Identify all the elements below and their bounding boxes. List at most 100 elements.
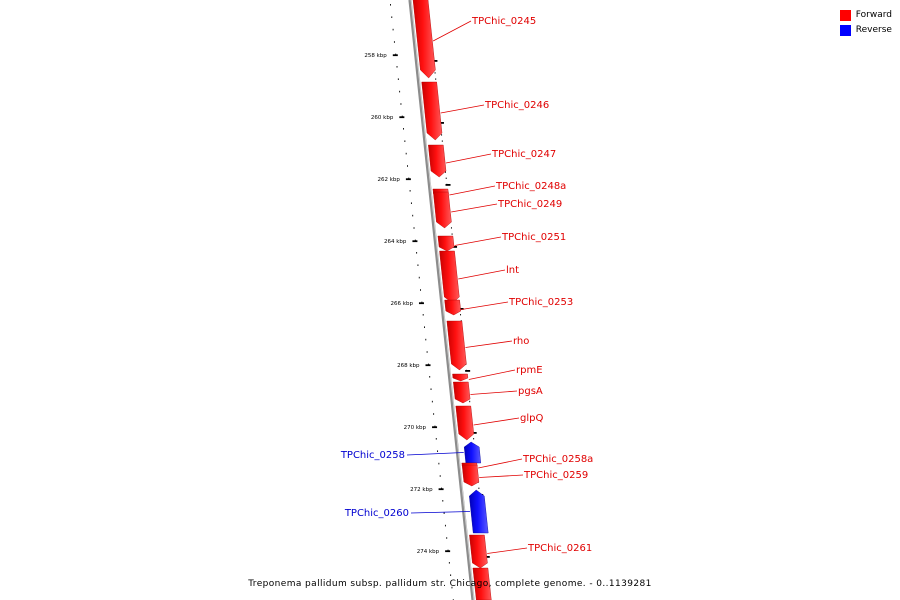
gene-arrow-TPChic_0259[interactable]: [461, 464, 480, 487]
gene-arrow-rpmE[interactable]: [452, 373, 469, 382]
gene-label-glpQ[interactable]: glpQ: [520, 413, 543, 424]
major-tick: [425, 364, 431, 367]
forward-swatch: [839, 10, 851, 21]
gene-arrow-TPChic_0245[interactable]: [412, 0, 436, 79]
minor-tick-right: [435, 78, 437, 80]
major-tick: [399, 116, 405, 119]
minor-tick: [450, 574, 452, 576]
minor-tick: [410, 202, 412, 204]
major-tick-right: [484, 556, 490, 558]
minor-tick-right: [445, 171, 446, 173]
label-leader: [465, 340, 513, 348]
gene-arrow-glpQ[interactable]: [455, 405, 475, 441]
genome-backbone: [408, 0, 475, 600]
gene-layer: TPChic_0245 TPChic_0246 TPChic_0247 TPChic_…: [340, 0, 593, 600]
minor-tick-right: [473, 438, 475, 440]
gene-arrow-TPChic_0251[interactable]: [437, 235, 455, 252]
tick-label: 264 kbp: [384, 239, 407, 245]
minor-tick: [390, 4, 391, 6]
gene-label-TPChic_0261[interactable]: TPChic_0261: [527, 543, 592, 554]
minor-tick-right: [441, 140, 443, 142]
gene-arrow-TPChic_0260[interactable]: [469, 489, 489, 534]
legend-reverse-label: Reverse: [855, 25, 892, 35]
minor-tick: [444, 524, 446, 527]
gene-arrow-rho[interactable]: [446, 320, 467, 371]
major-tick: [392, 54, 398, 57]
gene-label-TPChic_0245[interactable]: TPChic_0245: [471, 16, 536, 27]
minor-tick: [433, 413, 435, 415]
major-tick: [412, 240, 418, 243]
gene-label-TPChic_0251[interactable]: TPChic_0251: [501, 232, 566, 243]
minor-tick: [412, 214, 414, 217]
gene-arrow-TPChic_0249[interactable]: [433, 191, 452, 229]
minor-tick: [392, 28, 394, 31]
gene-arrow-partial[interactable]: [472, 567, 492, 600]
minor-tick: [391, 16, 393, 18]
gene-label-TPChic_0249[interactable]: TPChic_0249: [497, 199, 562, 210]
gene-label-rpmE[interactable]: rpmE: [516, 365, 543, 376]
gene-label-TPChic_0253[interactable]: TPChic_0253: [508, 297, 573, 308]
major-tick: [445, 550, 451, 553]
minor-tick: [429, 376, 431, 378]
reverse-swatch: [839, 25, 851, 36]
tick-label: 270 kbp: [404, 425, 427, 431]
minor-tick: [431, 400, 433, 403]
genome-caption: Treponema pallidum subsp. pallidum str. …: [248, 579, 652, 589]
minor-tick: [409, 190, 411, 192]
label-leader: [470, 390, 518, 395]
gene-arrow-pgsA[interactable]: [453, 381, 471, 404]
gene-arrow-TPChic_0261[interactable]: [469, 534, 488, 569]
gene-label-TPChic_0246[interactable]: TPChic_0246: [484, 100, 549, 111]
legend-forward-label: Forward: [855, 10, 892, 20]
minor-tick: [400, 103, 402, 105]
minor-tick: [442, 500, 444, 502]
minor-tick: [405, 152, 407, 155]
major-tick: [438, 488, 444, 491]
minor-tick: [396, 66, 398, 68]
tick-label: 262 kbp: [377, 177, 400, 183]
minor-tick: [418, 276, 420, 279]
major-tick-right: [465, 370, 471, 372]
minor-tick: [404, 140, 406, 142]
label-leader: [449, 185, 496, 196]
major-tick-right: [458, 308, 464, 310]
minor-tick: [422, 314, 424, 316]
minor-tick-right: [445, 177, 447, 179]
minor-tick: [407, 165, 408, 167]
label-leader: [478, 458, 523, 469]
minor-tick: [451, 586, 453, 589]
minor-tick-right: [478, 487, 480, 489]
major-tick: [418, 302, 424, 305]
label-leader: [406, 452, 464, 456]
tick-label: 274 kbp: [417, 549, 440, 555]
minor-tick: [413, 227, 415, 229]
gene-label-TPChic_0258[interactable]: TPChic_0258: [340, 450, 405, 461]
label-leader: [473, 417, 520, 426]
major-tick-right: [452, 246, 458, 248]
label-leader: [454, 236, 502, 246]
gene-arrow-TPChic_0253[interactable]: [444, 299, 462, 316]
minor-tick-right: [441, 134, 443, 136]
minor-tick-right: [460, 314, 462, 316]
gene-label-TPChic_0259[interactable]: TPChic_0259: [523, 470, 588, 481]
gene-arrow-TPChic_0258[interactable]: [463, 441, 482, 464]
minor-tick: [420, 289, 422, 291]
gene-label-TPChic_0260[interactable]: TPChic_0260: [344, 508, 409, 519]
minor-tick-right: [434, 72, 436, 74]
tick-label: 272 kbp: [410, 487, 433, 493]
gene-label-TPChic_0247[interactable]: TPChic_0247: [491, 149, 556, 160]
gene-label-lnt[interactable]: lnt: [506, 265, 519, 276]
gene-label-TPChic_0248a[interactable]: TPChic_0248a: [495, 181, 566, 192]
gene-label-pgsA[interactable]: pgsA: [518, 386, 543, 397]
legend-forward: Forward: [839, 8, 892, 23]
gene-label-TPChic_0258a[interactable]: TPChic_0258a: [522, 454, 593, 465]
minor-tick: [424, 326, 425, 328]
gene-arrow-TPChic_0246[interactable]: [421, 81, 443, 141]
gene-arrow-TPChic_0247[interactable]: [428, 144, 447, 178]
minor-tick-right: [450, 227, 452, 229]
gene-label-rho[interactable]: rho: [513, 336, 529, 347]
tick-label: 258 kbp: [364, 53, 387, 59]
minor-tick: [393, 41, 395, 43]
label-leader: [468, 369, 516, 380]
major-tick: [405, 178, 411, 181]
